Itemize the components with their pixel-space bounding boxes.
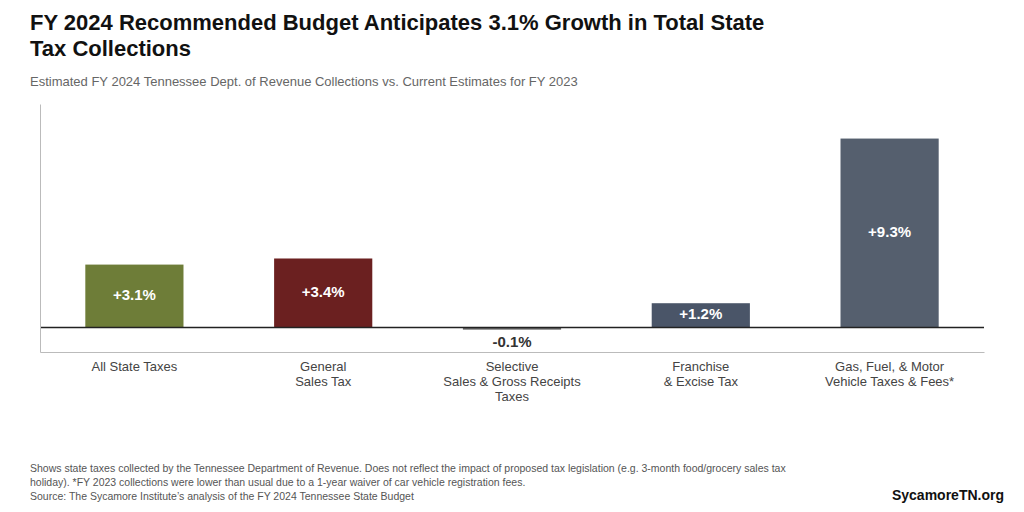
x-tick-label: GeneralSales Tax [295,359,352,389]
x-tick-label: Gas, Fuel, & MotorVehicle Taxes & Fees* [825,359,954,389]
x-tick: All State Taxes [92,352,178,374]
title: FY 2024 Recommended Budget Anticipates 3… [30,10,764,61]
bar [652,303,750,327]
x-tick: GeneralSales Tax [295,352,352,389]
x-tick-label: SelectiveSales & Gross ReceiptsTaxes [443,359,581,404]
data-label: +1.2% [679,305,722,322]
x-axis-line [41,352,985,353]
data-label: +3.1% [113,286,156,303]
watermark: SycamoreTN.org [892,487,1004,503]
y-axis-line [40,105,41,353]
x-tick: Franchise& Excise Tax [664,352,739,389]
data-labels: +3.1% +3.4% -0.1% +1.2% +9.3% [113,223,911,350]
zero-line [40,327,984,329]
x-axis: All State Taxes GeneralSales Tax Selective… [41,352,985,404]
footnote: Source: The Sycamore Institute’s analysi… [30,490,414,502]
x-tick: SelectiveSales & Gross ReceiptsTaxes [443,352,581,404]
data-label: -0.1% [492,333,531,350]
footnote: Shows state taxes collected by the Tenne… [30,462,786,474]
x-tick-label: All State Taxes [92,359,178,374]
y-axis [40,105,41,353]
bars [85,139,938,330]
x-tick: Gas, Fuel, & MotorVehicle Taxes & Fees* [825,352,954,389]
bar [85,265,183,328]
x-tick-label: Franchise& Excise Tax [664,359,739,389]
chart: FY 2024 Recommended Budget Anticipates 3… [0,0,1024,512]
bar [841,139,939,328]
bar [274,258,372,327]
data-label: +3.4% [302,283,345,300]
footnote: holiday). *FY 2023 collections were lowe… [30,476,525,488]
data-label: +9.3% [868,223,911,240]
subtitle: Estimated FY 2024 Tennessee Dept. of Rev… [30,74,578,89]
